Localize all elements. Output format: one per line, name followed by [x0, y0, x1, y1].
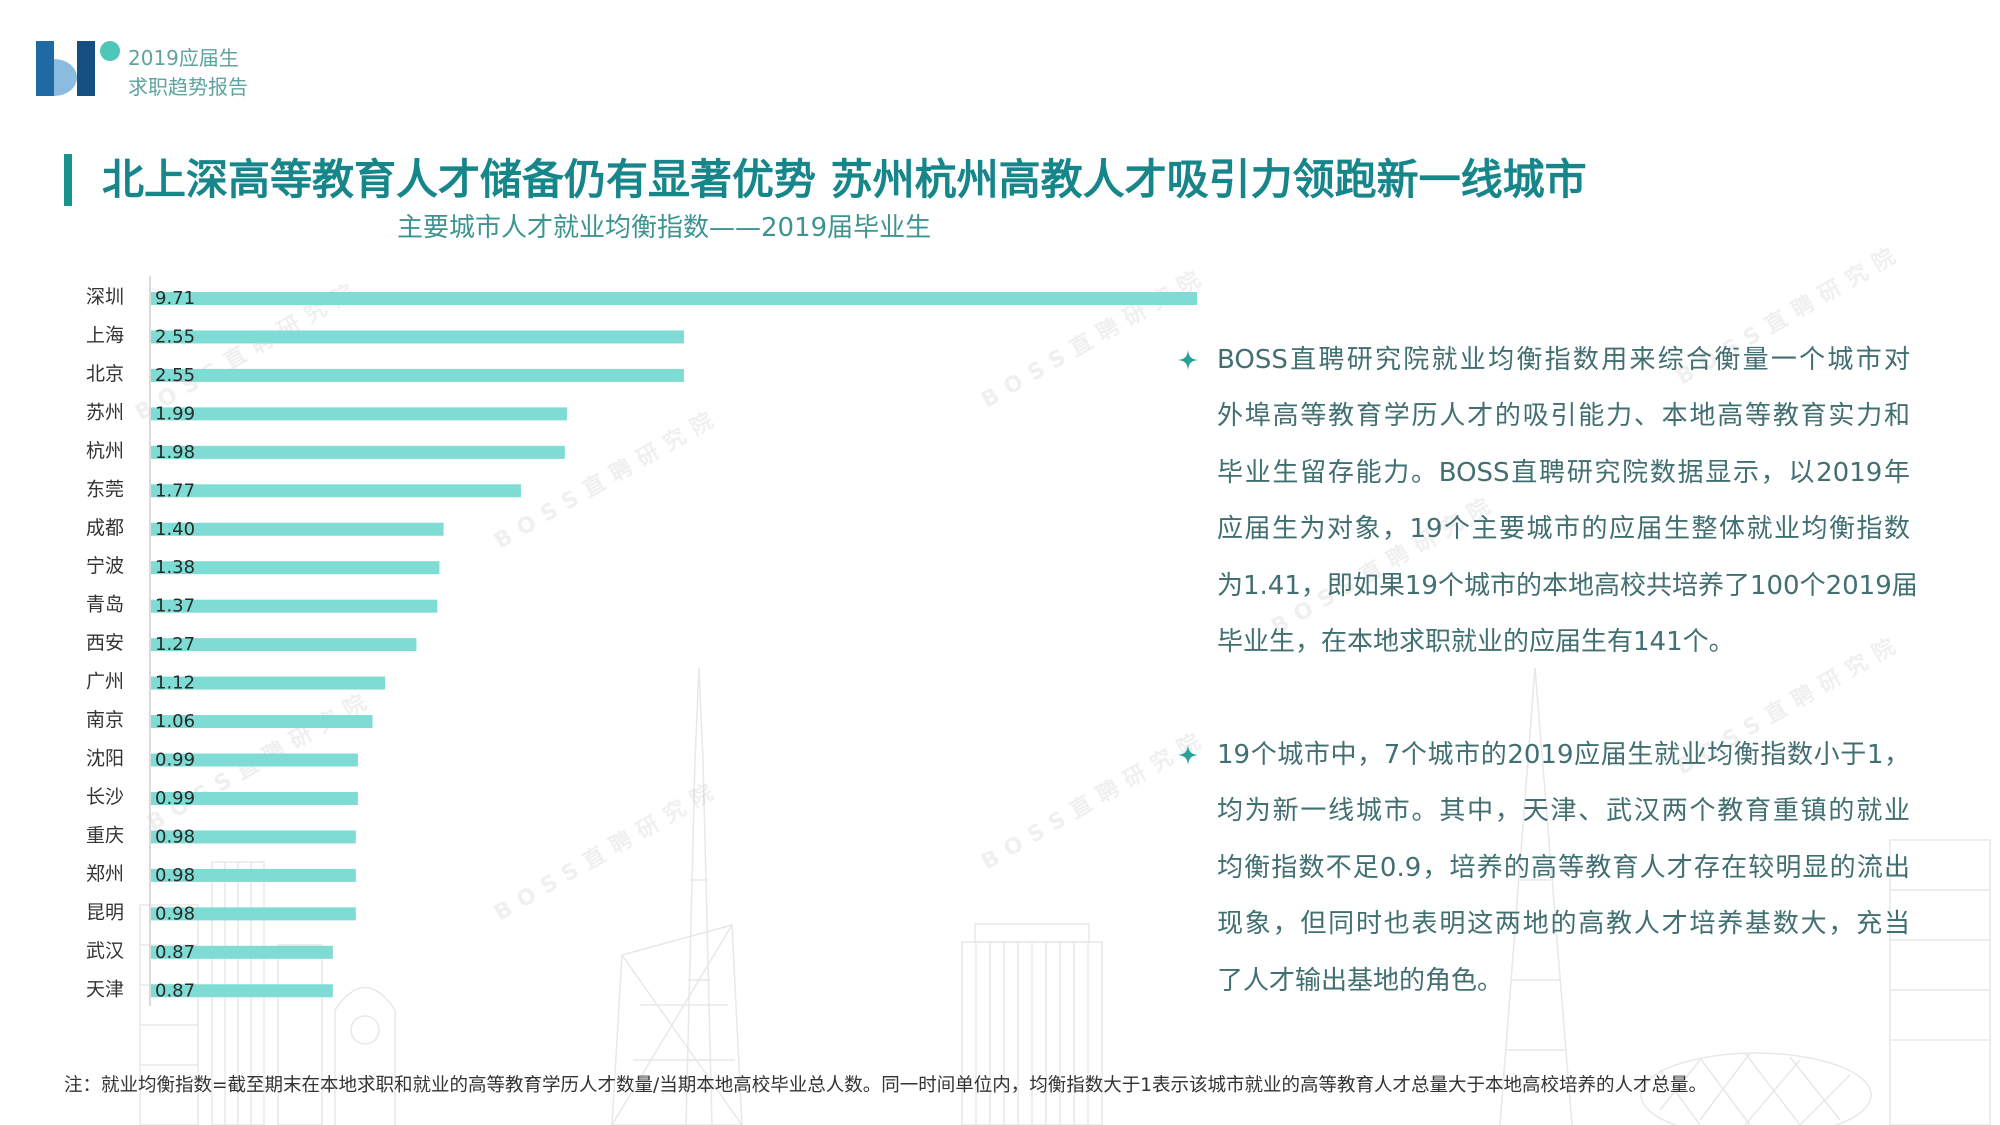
data-label: 2.55 — [155, 365, 195, 386]
data-label: 0.99 — [155, 750, 195, 771]
bar — [151, 368, 684, 382]
data-label: 1.38 — [155, 557, 195, 578]
data-label: 1.06 — [155, 711, 195, 732]
category-label: 成都 — [86, 517, 124, 539]
category-label: 深圳 — [86, 286, 124, 308]
bar — [151, 830, 356, 844]
paragraph-line: 外埠高等教育学历人才的吸引能力、本地高等教育实力和 — [1217, 401, 1910, 432]
bar — [151, 599, 438, 613]
category-label: 西安 — [86, 632, 124, 654]
data-label: 0.98 — [155, 903, 195, 924]
category-label: 昆明 — [86, 901, 124, 923]
bar — [151, 907, 356, 921]
paragraph-line: 应届生为对象，19个主要城市的应届生整体就业均衡指数 — [1217, 514, 1910, 545]
bar — [151, 868, 356, 882]
data-label: 1.27 — [155, 634, 195, 655]
category-label: 广州 — [86, 671, 124, 693]
data-label: 1.99 — [155, 403, 195, 424]
bar — [151, 561, 440, 575]
paragraph-line: 毕业生，在本地求职就业的应届生有141个。 — [1217, 626, 1735, 657]
report-name-line-2: 求职趋势报告 — [128, 75, 248, 99]
category-label: 郑州 — [86, 863, 124, 885]
bar — [151, 522, 444, 536]
bar — [151, 330, 684, 344]
category-label: 天津 — [86, 978, 124, 1000]
logo-bar-left — [36, 41, 54, 96]
paragraph-line: 现象，但同时也表明这两地的高教人才培养基数大，充当 — [1217, 909, 1910, 940]
logo-bowl — [54, 59, 77, 96]
footnote: 注：就业均衡指数=截至期末在本地求职和就业的高等教育学历人才数量/当期本地高校毕… — [64, 1075, 1708, 1096]
bar — [151, 984, 333, 998]
four-point-star-icon — [1178, 350, 1198, 370]
bar — [151, 945, 333, 959]
bar — [151, 753, 358, 767]
paragraph-text: BOSS直聘研究院就业均衡指数用来综合衡量一个城市对 外埠高等教育学历人才的吸引能… — [1217, 332, 1918, 670]
category-label: 宁波 — [86, 555, 124, 577]
paragraph-line: 19个城市中，7个城市的2019应届生就业均衡指数小于1， — [1217, 740, 1910, 770]
bar — [151, 638, 417, 652]
data-label: 0.98 — [155, 826, 195, 847]
chart-title: 主要城市人才就业均衡指数——2019届毕业生 — [397, 213, 932, 243]
category-label: 北京 — [86, 363, 124, 385]
data-label: 2.55 — [155, 326, 195, 347]
data-label: 9.71 — [155, 288, 195, 309]
bar — [151, 445, 565, 459]
data-label: 0.87 — [155, 980, 195, 1001]
category-label: 沈阳 — [86, 748, 124, 770]
data-label: 0.87 — [155, 942, 195, 963]
data-label: 1.40 — [155, 519, 195, 540]
logo — [36, 41, 120, 96]
data-label: 0.99 — [155, 788, 195, 809]
report-name: 2019应届生 求职趋势报告 — [128, 44, 248, 102]
paragraph-text: 19个城市中，7个城市的2019应届生就业均衡指数小于1， 均为新一线城市。其中，… — [1217, 727, 1910, 1009]
data-label: 1.77 — [155, 480, 195, 501]
data-label: 1.37 — [155, 596, 195, 617]
logo-bar-right — [77, 41, 95, 96]
page-title: 北上深高等教育人才储备仍有显著优势 苏州杭州高教人才吸引力领跑新一线城市 — [102, 155, 1587, 204]
paragraph-line: 毕业生留存能力。BOSS直聘研究院数据显示，以2019年 — [1217, 457, 1910, 488]
bar — [151, 292, 1197, 305]
paragraph-line: 了人才输出基地的角色。 — [1217, 965, 1504, 996]
category-label: 武汉 — [86, 940, 124, 962]
paragraph-line: 为1.41，即如果19个城市的本地高校共培养了100个2019届 — [1217, 570, 1918, 601]
bar — [151, 676, 386, 690]
title-accent-bar — [64, 154, 72, 206]
category-label: 长沙 — [86, 786, 124, 808]
bar — [151, 715, 373, 729]
category-label: 青岛 — [86, 594, 124, 616]
category-label: 苏州 — [86, 401, 124, 423]
category-label: 杭州 — [86, 440, 124, 462]
paragraph-line: BOSS直聘研究院就业均衡指数用来综合衡量一个城市对 — [1217, 345, 1910, 375]
category-label: 东莞 — [86, 478, 124, 500]
data-label: 1.12 — [155, 673, 195, 694]
category-label: 重庆 — [86, 824, 124, 846]
bar-chart: 深圳 9.71 上海 2.55 北京 2.55 苏州 1.99 杭州 1.98 东莞 1.77 成都 1.… — [86, 276, 1197, 1006]
four-point-star-icon — [1178, 745, 1198, 765]
logo-dot — [100, 41, 120, 61]
data-label: 0.98 — [155, 865, 195, 886]
bar — [151, 407, 567, 421]
category-label: 南京 — [86, 709, 124, 731]
report-name-line-1: 2019应届生 — [128, 46, 239, 70]
bar — [151, 484, 521, 498]
data-label: 1.98 — [155, 442, 195, 463]
paragraph-line: 均衡指数不足0.9，培养的高等教育人才存在较明显的流出 — [1217, 852, 1910, 883]
paragraph-line: 均为新一线城市。其中，天津、武汉两个教育重镇的就业 — [1217, 796, 1910, 827]
bar — [151, 791, 358, 805]
category-label: 上海 — [86, 324, 124, 346]
